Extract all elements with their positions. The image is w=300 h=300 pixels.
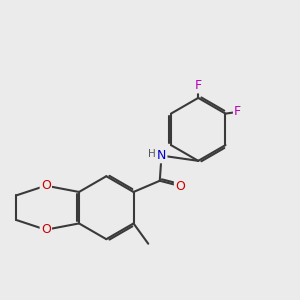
Text: N: N — [157, 149, 166, 162]
Text: F: F — [195, 79, 202, 92]
Text: F: F — [234, 105, 241, 119]
Text: O: O — [41, 223, 51, 236]
Text: O: O — [175, 179, 185, 193]
Text: O: O — [41, 179, 51, 192]
Text: H: H — [148, 149, 156, 159]
